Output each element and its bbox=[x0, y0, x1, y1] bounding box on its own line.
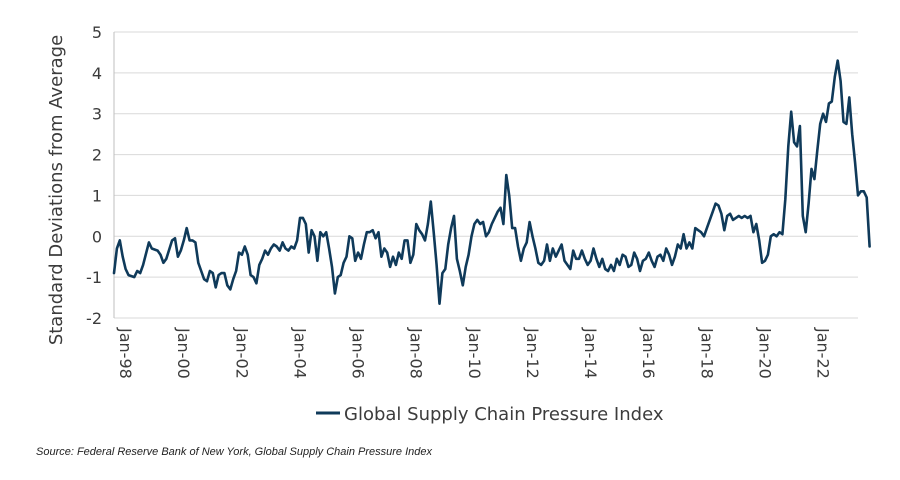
y-axis-label: Standard Deviations from Average bbox=[46, 35, 67, 345]
x-tick-label: Jan-98 bbox=[116, 327, 135, 379]
legend: Global Supply Chain Pressure Index bbox=[316, 404, 664, 425]
y-tick-label: 3 bbox=[92, 105, 102, 124]
y-axis: 5 4 3 2 1 0 -1 -2 bbox=[86, 23, 115, 328]
series-line-gscpi bbox=[112, 59, 871, 305]
x-tick-label: Jan-00 bbox=[174, 327, 193, 379]
x-tick-label: Jan-22 bbox=[814, 327, 833, 379]
x-tick-label: Jan-12 bbox=[523, 327, 542, 379]
x-axis: Jan-98 Jan-00 Jan-02 Jan-04 Jan-06 Jan-08 Jan-… bbox=[116, 327, 833, 379]
x-tick-label: Jan-06 bbox=[349, 327, 368, 379]
y-tick-label: 1 bbox=[92, 186, 102, 205]
source-note: Source: Federal Reserve Bank of New York… bbox=[36, 446, 432, 458]
x-tick-label: Jan-08 bbox=[407, 327, 426, 379]
x-tick-label: Jan-04 bbox=[290, 327, 309, 379]
y-tick-label: -2 bbox=[86, 309, 102, 328]
x-tick-label: Jan-02 bbox=[232, 327, 251, 379]
x-tick-label: Jan-18 bbox=[697, 327, 716, 379]
y-tick-label: 5 bbox=[92, 23, 102, 42]
x-tick-label: Jan-16 bbox=[639, 327, 658, 379]
x-tick-label: Jan-10 bbox=[465, 327, 484, 379]
x-tick-label: Jan-20 bbox=[755, 327, 774, 379]
y-tick-label: 0 bbox=[92, 227, 102, 246]
y-tick-label: 4 bbox=[92, 64, 102, 83]
y-tick-label: -1 bbox=[86, 268, 102, 287]
y-tick-label: 2 bbox=[92, 146, 102, 165]
x-tick-label: Jan-14 bbox=[581, 327, 600, 379]
legend-label: Global Supply Chain Pressure Index bbox=[344, 404, 664, 425]
line-chart: 5 4 3 2 1 0 -1 -2 Jan-98 Jan-00 Jan-02 Jan-04 Jan-0… bbox=[46, 23, 871, 425]
